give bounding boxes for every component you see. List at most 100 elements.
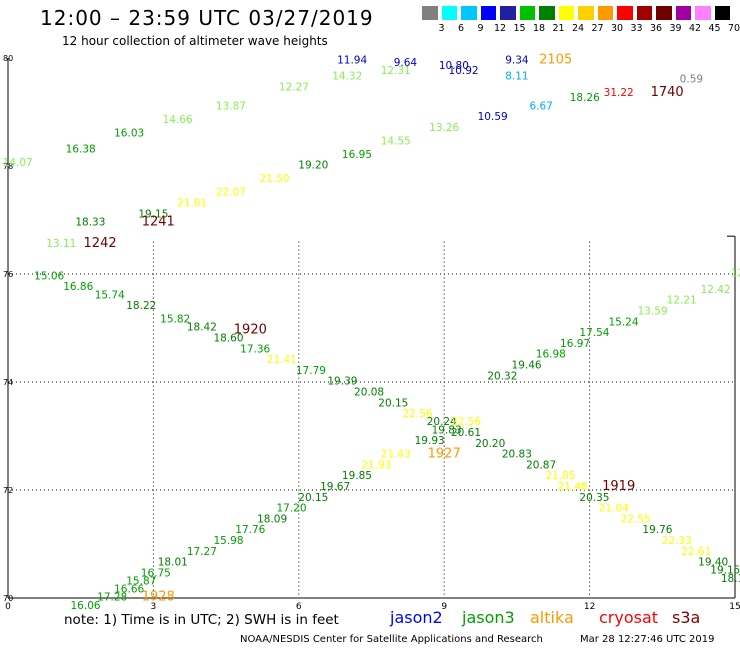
color-scale-label: 9 <box>477 23 484 34</box>
x-tick-label: 0 <box>5 602 11 612</box>
wave-height-label: 15.06 <box>34 270 64 282</box>
wave-height-label: 16.66 <box>114 584 144 596</box>
wave-height-label: 19.76 <box>642 524 672 536</box>
color-scale-swatch <box>578 6 594 20</box>
wave-height-label: 22.56 <box>403 408 433 420</box>
time-label: 2105 <box>539 52 572 67</box>
color-scale-swatch <box>597 6 613 20</box>
wave-height-label: 14.55 <box>381 135 411 147</box>
wave-height-label: 20.83 <box>502 449 532 461</box>
page-subtitle: 12 hour collection of altimeter wave hei… <box>62 34 328 48</box>
wave-height-label: 17.36 <box>240 343 270 355</box>
wave-height-label: 20.87 <box>526 459 556 471</box>
color-scale-swatch <box>500 6 516 20</box>
wave-height-label: 21.81 <box>177 198 207 210</box>
wave-height-label: 8.11 <box>505 71 528 83</box>
color-scale-label: 6 <box>457 23 465 34</box>
color-scale-label: 15 <box>513 23 526 34</box>
color-scale-swatch <box>675 6 691 20</box>
wave-height-label: 17.76 <box>235 524 265 536</box>
wave-height-label: 12 <box>731 268 740 280</box>
wave-height-label: 0.59 <box>680 73 703 85</box>
wave-height-label: 17.79 <box>296 365 326 377</box>
wave-height-label: 12.31 <box>381 65 411 77</box>
color-scale-label: 12 <box>493 23 507 34</box>
x-tick-label: 6 <box>296 602 302 612</box>
wave-height-label: 19.40 <box>698 557 728 569</box>
wave-height-label: 19.39 <box>327 376 357 388</box>
color-scale-swatch <box>441 6 457 20</box>
wave-height-label: 22.61 <box>681 546 711 558</box>
wave-height-label: 18.22 <box>126 300 156 312</box>
wave-height-label: 20.24 <box>427 416 457 428</box>
time-label: 1927 <box>428 447 461 462</box>
wave-height-label: 16.38 <box>66 144 96 156</box>
wave-height-label: 21.50 <box>260 173 290 185</box>
wave-height-label: 18.09 <box>257 513 287 525</box>
color-scale-swatch <box>461 6 477 20</box>
wave-height-label: 21.04 <box>599 503 629 515</box>
wave-height-label: 19.20 <box>298 160 328 172</box>
wave-height-label: 20.35 <box>579 492 609 504</box>
wave-height-label: 13.59 <box>638 306 668 318</box>
wave-height-label: 20.20 <box>475 438 505 450</box>
satellite-label-cryosat: cryosat <box>599 608 659 627</box>
wave-height-label: 20.08 <box>354 387 384 399</box>
time-label: 1242 <box>84 236 117 251</box>
wave-height-label: 19.15 <box>710 565 740 577</box>
color-scale-label: 42 <box>688 23 702 34</box>
data-labels: 14.07 16.38 16.03 14.66 13.87 12.27 14.32 11.94… <box>3 52 740 611</box>
wave-height-label: 22.07 <box>216 187 246 199</box>
wave-height-label: 19.15 <box>138 208 168 220</box>
wave-height-label: 19.93 <box>415 435 445 447</box>
color-scale-swatch <box>656 6 672 20</box>
wave-height-label: 18.33 <box>75 216 105 228</box>
color-scale-swatch <box>539 6 555 20</box>
satellite-label-jason2: jason2 <box>390 608 443 627</box>
wave-height-label: 12.21 <box>667 295 697 307</box>
wave-height-label: 10.80 <box>439 60 469 72</box>
plot-grid <box>8 241 735 598</box>
x-tick-label: 3 <box>151 602 157 612</box>
wave-height-label: 15.74 <box>95 289 125 301</box>
footer-note: note: 1) Time is in UTC; 2) SWH is in fe… <box>64 612 339 628</box>
wave-height-label: 13.11 <box>46 238 76 250</box>
wave-height-label: 10.59 <box>478 111 508 123</box>
y-tick-label: 80 <box>3 54 13 63</box>
wave-height-label: 22.56 <box>451 416 481 428</box>
wave-height-label: 14.07 <box>3 157 33 169</box>
color-scale-swatch <box>480 6 496 20</box>
wave-height-label: 17.28 <box>97 592 127 604</box>
wave-height-label: 13.26 <box>429 122 459 134</box>
wave-height-label: 16.95 <box>342 149 372 161</box>
color-scale-swatch <box>714 6 730 20</box>
wave-height-label: 16.03 <box>114 127 144 139</box>
color-scale-label: 27 <box>591 23 604 34</box>
color-scale-label: 45 <box>708 23 721 34</box>
wave-height-label: 19.46 <box>512 360 542 372</box>
wave-height-label: 16.97 <box>560 338 590 350</box>
color-scale-label: 36 <box>649 23 663 34</box>
wave-height-label: 22.55 <box>621 513 651 525</box>
wave-height-label: 12.27 <box>279 81 309 93</box>
wave-height-label: 16.75 <box>141 567 171 579</box>
color-scale-label: 70 <box>727 23 740 34</box>
wave-height-label: 14.66 <box>163 114 193 126</box>
color-scale-label: 33 <box>630 23 643 34</box>
color-scale-label: 21 <box>552 23 565 34</box>
wave-height-label: 20.32 <box>487 370 517 382</box>
wave-height-label: 10.92 <box>449 65 479 77</box>
wave-height-label: 20.61 <box>451 427 481 439</box>
wave-height-label: 18.1 <box>721 573 740 585</box>
wave-height-label: 16.86 <box>63 281 93 293</box>
wave-height-label: 9.34 <box>505 54 529 66</box>
wave-height-label: 20.15 <box>298 492 328 504</box>
wave-height-label: 20.15 <box>378 397 408 409</box>
page-title: 12:00 – 23:59 UTC 03/27/2019 <box>40 6 374 30</box>
color-scale-label: 3 <box>438 23 445 34</box>
wave-height-label: 9.64 <box>394 57 418 69</box>
wave-height-label: 21.43 <box>381 449 411 461</box>
timestamp: Mar 28 12:27:46 UTC 2019 <box>580 634 715 645</box>
time-label: 1919 <box>602 479 635 494</box>
